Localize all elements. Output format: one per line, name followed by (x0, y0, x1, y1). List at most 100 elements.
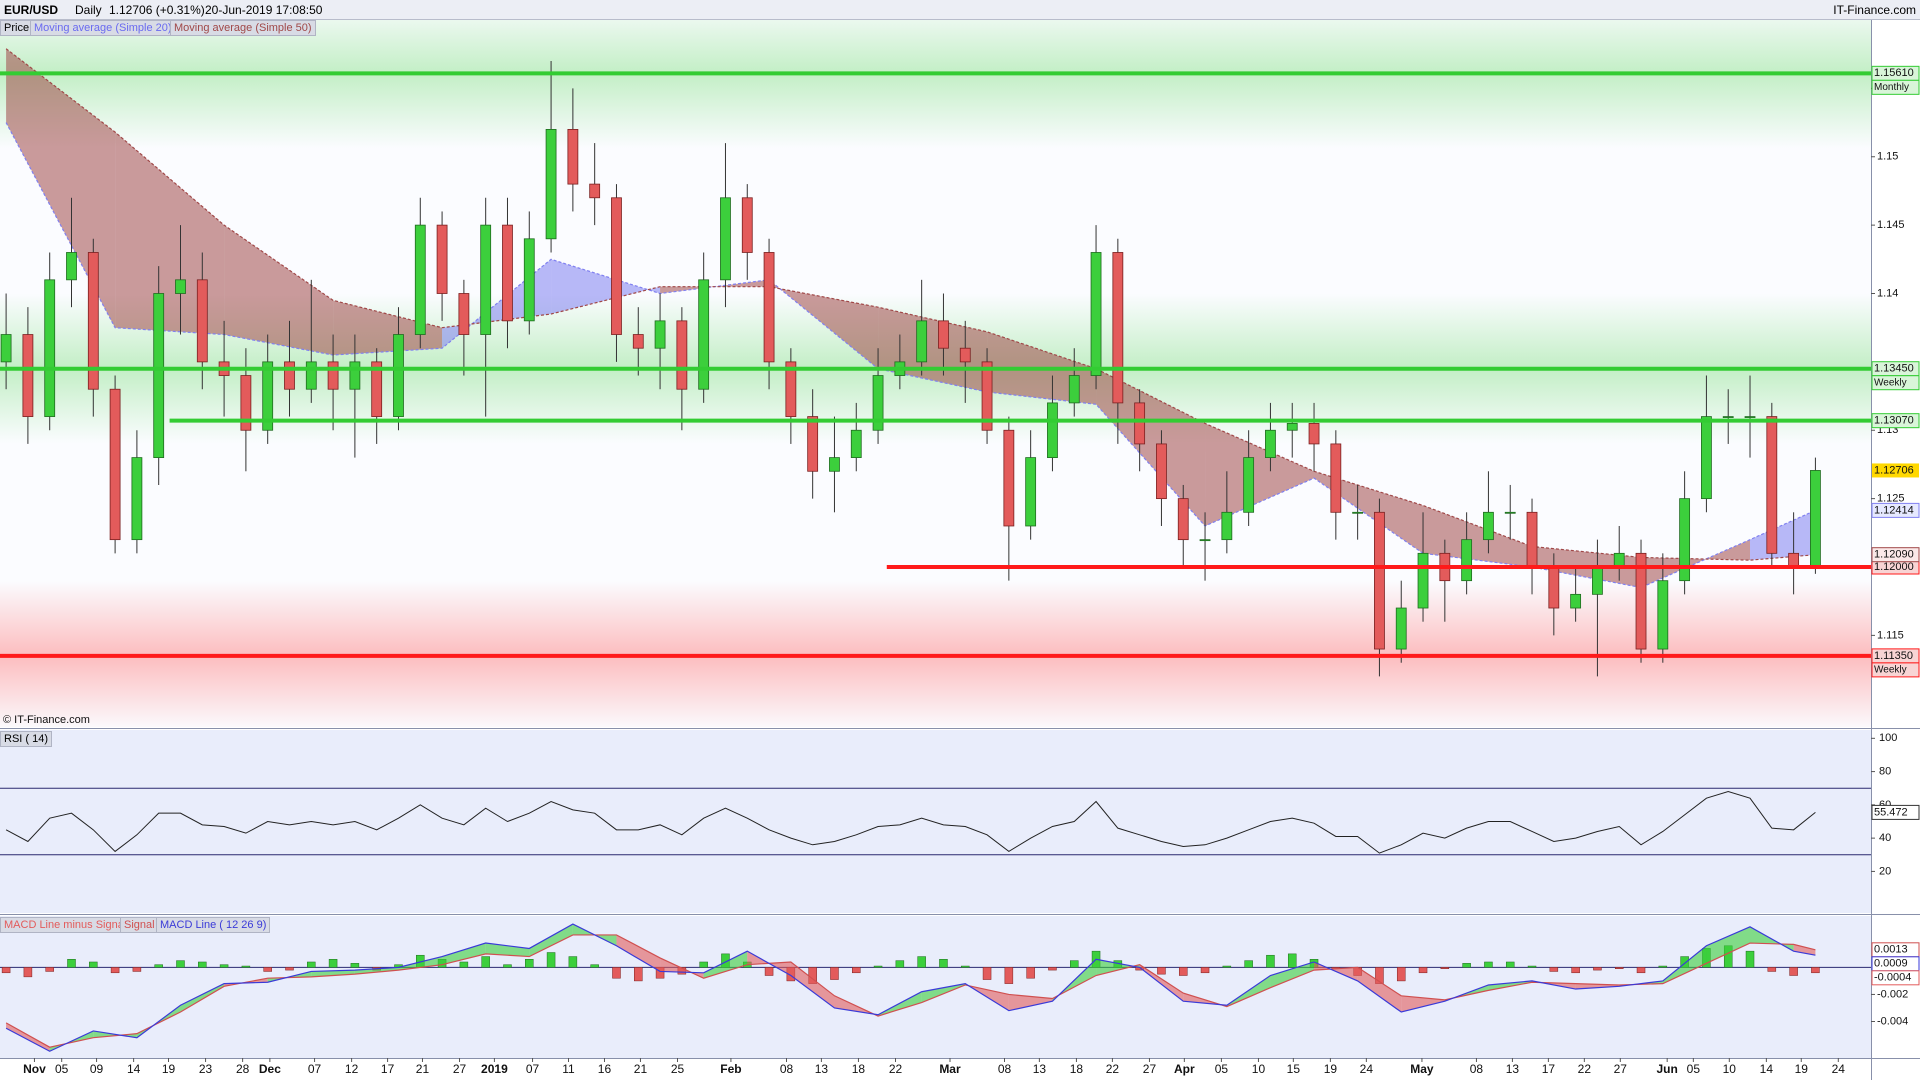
histogram-bar (634, 967, 643, 982)
candle-body (1461, 539, 1473, 582)
legend-item[interactable]: Signal (120, 917, 159, 933)
histogram-bar (1266, 954, 1275, 968)
price-plot (0, 20, 1871, 727)
x-tick-label: 15 (1287, 1062, 1301, 1076)
y-tick-label: 20 (1879, 865, 1891, 877)
candle-body (458, 293, 470, 335)
candle-body (1265, 429, 1276, 459)
candle-body (1047, 402, 1058, 459)
candle-body (632, 334, 644, 349)
x-tick-label: May (1410, 1062, 1434, 1076)
histogram-bar (110, 967, 120, 974)
histogram-bar (568, 956, 578, 968)
legend-item[interactable]: Moving average (Simple 20) (30, 20, 176, 36)
candle-body (196, 279, 208, 363)
x-tick-label: 22 (889, 1062, 903, 1076)
macd-band (1706, 926, 1751, 964)
value-label-box (1871, 804, 1920, 820)
macd-band (1096, 959, 1140, 976)
x-tick-label: 24 (1832, 1062, 1846, 1076)
histogram-bar (1396, 967, 1406, 982)
histogram-bar (1767, 967, 1777, 972)
legend-item[interactable]: MACD Line ( 12 26 9) (156, 917, 271, 933)
x-tick-label: Feb (720, 1062, 741, 1076)
x-tick-label: 05 (1215, 1062, 1229, 1076)
x-tick-label: 08 (780, 1062, 794, 1076)
candle-body (1090, 252, 1102, 376)
x-tick-label: Nov (23, 1062, 46, 1076)
value-label-box (1871, 413, 1920, 429)
x-tick-label: 16 (598, 1062, 612, 1076)
candle-body (371, 361, 383, 417)
symbol: EUR/USD (4, 3, 59, 17)
macd-band (442, 943, 486, 965)
histogram-bar (1157, 967, 1166, 975)
histogram-bar (1614, 967, 1624, 969)
x-tick-label: 27 (1143, 1062, 1157, 1076)
candle-body (305, 361, 317, 390)
macd-plot (0, 923, 1871, 1052)
macd-line (5, 923, 1816, 1052)
x-tick-label: 14 (1760, 1062, 1774, 1076)
quote: 1.12706 (+0.31%) (109, 3, 205, 17)
y-tick-label: 100 (1879, 732, 1897, 744)
watermark: © IT-Finance.com (3, 714, 90, 726)
macd-band (1793, 944, 1816, 956)
y-tick-label: 1.145 (1877, 219, 1905, 231)
candle-body (763, 252, 775, 363)
histogram-bar (1527, 965, 1537, 968)
candle-body (0, 334, 12, 363)
legend-item[interactable]: MACD Line minus Signal (0, 917, 131, 933)
x-tick-label: 22 (1106, 1062, 1120, 1076)
candle-body (1701, 416, 1712, 500)
candle-body (109, 388, 121, 541)
ma-band (1314, 471, 1424, 554)
macd-band (529, 924, 573, 957)
x-tick-label: 17 (381, 1062, 395, 1076)
candle-body (1156, 443, 1167, 500)
legend-item[interactable]: Price (0, 20, 34, 36)
candle-body (284, 361, 295, 390)
histogram-bar (459, 961, 469, 968)
x-tick-label: 2019 (481, 1062, 508, 1076)
histogram-bar (1505, 961, 1515, 968)
histogram-bar (219, 964, 229, 968)
x-tick-label: Jun (1657, 1062, 1678, 1076)
macd-band (790, 961, 835, 1008)
x-tick-label: 23 (199, 1062, 213, 1076)
macd-band (1357, 967, 1402, 1013)
x-tick-label: 19 (1795, 1062, 1809, 1076)
x-tick-label: 27 (453, 1062, 467, 1076)
x-tick-label: 18 (852, 1062, 866, 1076)
candle-body (1570, 593, 1582, 609)
candle-body (698, 279, 710, 390)
ma-band (224, 225, 334, 356)
candle-body (240, 375, 252, 431)
histogram-bar (873, 965, 883, 968)
ma-band (878, 307, 988, 392)
level-period: Weekly (1874, 377, 1907, 388)
level-period: Weekly (1874, 665, 1907, 676)
histogram-bar (1789, 967, 1798, 976)
histogram-bar (241, 965, 251, 968)
x-tick-label: Apr (1174, 1062, 1195, 1076)
histogram-bar (198, 961, 207, 968)
x-tick-label: 24 (1360, 1062, 1374, 1076)
candle-body (66, 252, 77, 281)
macd-band (6, 1022, 50, 1052)
legend-item[interactable]: Moving average (Simple 50) (170, 20, 316, 36)
indicator-title[interactable]: RSI ( 14) (0, 731, 53, 747)
histogram-bar (1178, 967, 1188, 976)
histogram-bar (176, 960, 185, 968)
candle-body (523, 238, 535, 322)
histogram-bar (503, 964, 512, 968)
candle-body (349, 361, 361, 390)
rsi-plot (0, 787, 1871, 856)
histogram-bar (612, 967, 621, 979)
histogram-bar (1571, 967, 1580, 974)
x-tick-label: 08 (998, 1062, 1012, 1076)
candle-body (1286, 423, 1298, 431)
histogram-bar (307, 961, 316, 968)
x-tick-label: 22 (1578, 1062, 1592, 1076)
histogram-bar (89, 961, 98, 968)
